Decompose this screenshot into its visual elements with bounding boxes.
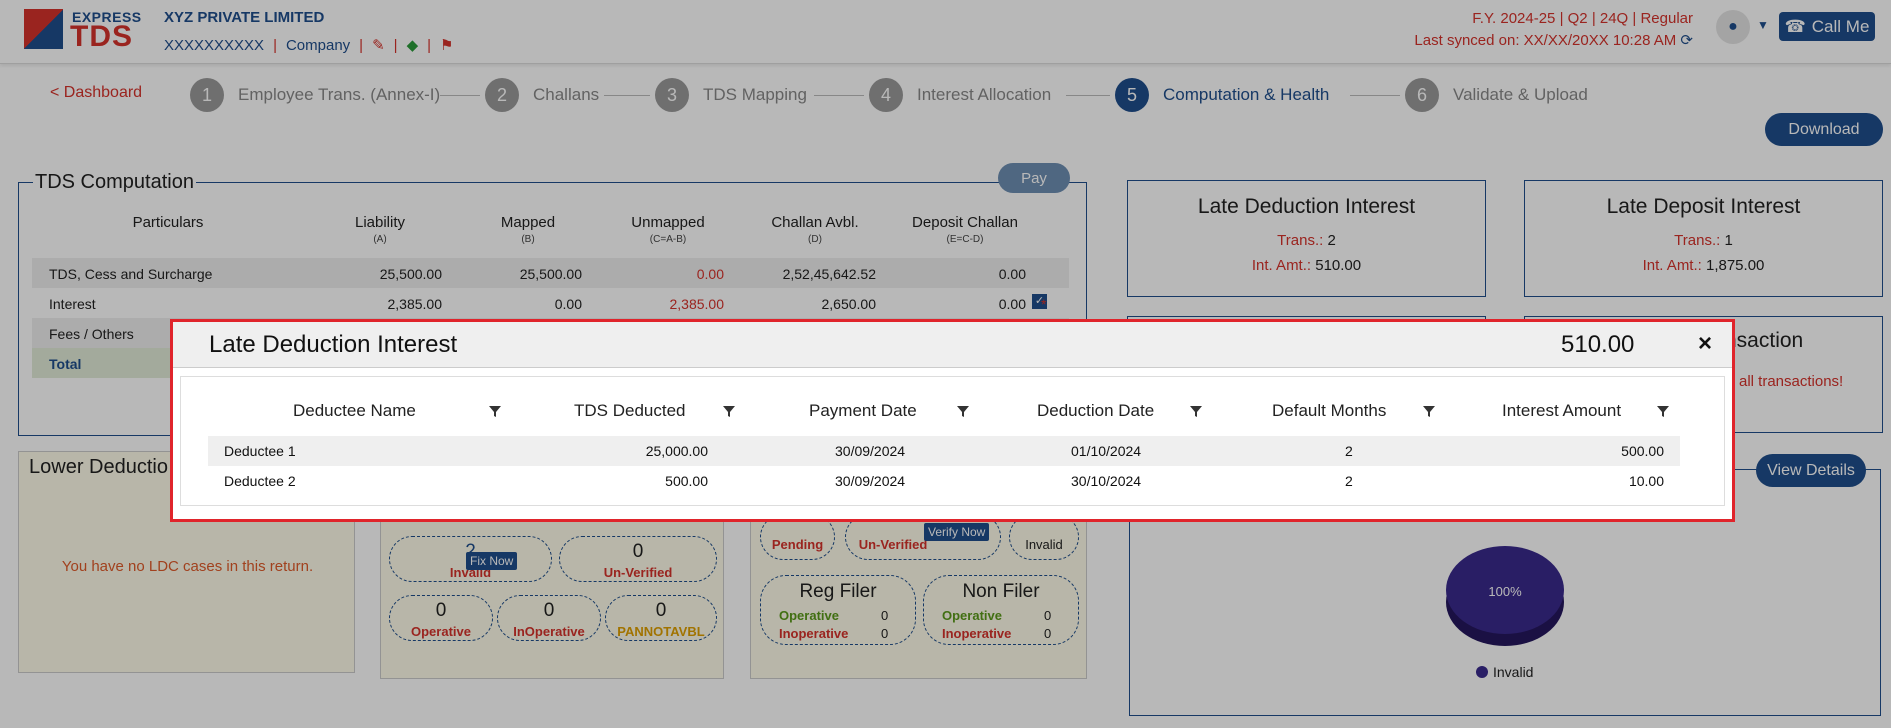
edit-icon[interactable]: ✎ (372, 37, 385, 54)
table-row: TDS, Cess and Surcharge 25,500.00 25,500… (32, 258, 1069, 288)
view-details-button[interactable]: View Details (1756, 454, 1866, 487)
col-deductee-name: Deductee Name (293, 401, 416, 420)
unverified-pan-pill[interactable]: 0 Un-Verified (559, 536, 717, 582)
filter-icon[interactable] (488, 404, 502, 418)
inoperative-pill[interactable]: 0 InOperative (497, 595, 601, 641)
legend-label: Invalid (1493, 664, 1534, 680)
step-tds-mapping[interactable]: 3 TDS Mapping (655, 78, 807, 112)
logo-text-tds: TDS (70, 20, 133, 53)
col-deduction-date: Deduction Date (1037, 401, 1155, 420)
gem-icon[interactable]: ◆ (406, 37, 419, 54)
filer-status-panel: Pending Un-Verified Verify Now Invalid R… (750, 451, 1087, 679)
col-challan-avbl: Challan Avbl. (D) (771, 214, 859, 245)
step-navigation: < Dashboard 1 Employee Trans. (Annex-I) 2… (0, 64, 1891, 124)
late-deduction-card[interactable]: Late Deduction Interest Trans.: 2 Int. A… (1127, 180, 1486, 297)
refresh-icon[interactable]: ⟳ (1680, 32, 1693, 49)
col-deposit-challan: Deposit Challan (E=C-D) (912, 214, 1018, 245)
dashboard-link[interactable]: < Dashboard (50, 84, 143, 101)
pie-slice-invalid (1446, 546, 1564, 634)
user-avatar-icon[interactable]: ● (1716, 10, 1750, 44)
download-button[interactable]: Download (1765, 113, 1883, 146)
phone-icon: ☎ (1784, 16, 1806, 36)
fy-info: F.Y. 2024-25 | Q2 | 24Q | Regular (1472, 10, 1693, 27)
table-row[interactable]: Deductee 1 25,000.00 30/09/2024 01/10/20… (208, 436, 1680, 466)
tan-number: XXXXXXXXXX (164, 36, 265, 54)
operative-pill[interactable]: 0 Operative (389, 595, 493, 641)
modal-header: Late Deduction Interest 510.00 × (173, 322, 1732, 368)
col-unmapped: Unmapped (C=A-B) (631, 214, 705, 245)
step-computation-health[interactable]: 5 Computation & Health (1115, 78, 1329, 112)
top-header: EXPRESS TDS XYZ PRIVATE LIMITED XXXXXXXX… (0, 0, 1891, 64)
pie-data-label: 100% (1488, 584, 1522, 599)
filter-icon[interactable] (722, 404, 736, 418)
col-particulars: Particulars (132, 214, 204, 231)
late-deduction-modal: Late Deduction Interest 510.00 × Deducte… (170, 319, 1735, 522)
step-challans[interactable]: 2 Challans (485, 78, 599, 112)
certificate-icon[interactable]: ⚑ (440, 37, 454, 54)
non-filer-pill[interactable]: Non Filer Operative 0 Inoperative 0 (923, 575, 1079, 645)
tds-computation-title: TDS Computation (35, 171, 194, 193)
filter-icon[interactable] (956, 404, 970, 418)
sync-status: Last synced on: XX/XX/20XX 10:28 AM ⟳ (1414, 32, 1693, 49)
logo-text-express: EXPRESS (72, 9, 142, 25)
step-employee-trans[interactable]: 1 Employee Trans. (Annex-I) (190, 78, 440, 112)
col-mapped: Mapped (B) (500, 214, 556, 245)
pannotavbl-pill[interactable]: 0 PANNOTAVBL (605, 595, 717, 641)
modal-table: Deductee Name TDS Deducted Payment Date … (180, 376, 1725, 506)
company-name: XYZ PRIVATE LIMITED (164, 9, 325, 26)
late-deposit-card[interactable]: Late Deposit Interest Trans.: 1 Int. Amt… (1524, 180, 1883, 297)
col-liability: Liability (A) (354, 214, 406, 245)
company-link[interactable]: Company (285, 36, 351, 54)
filter-icon[interactable] (1656, 404, 1670, 418)
modal-title: Late Deduction Interest (209, 331, 458, 358)
col-tds-deducted: TDS Deducted (574, 401, 686, 420)
table-row[interactable]: Deductee 2 500.00 30/09/2024 30/10/2024 … (224, 473, 1664, 489)
modal-total-amount: 510.00 (1561, 331, 1635, 358)
express-tds-logo-icon (24, 9, 63, 49)
deposit-checkbox[interactable]: ✓ (1032, 294, 1047, 309)
filter-icon[interactable] (1422, 404, 1436, 418)
reg-filer-pill[interactable]: Reg Filer Operative 0 Inoperative 0 (760, 575, 916, 645)
fix-now-button[interactable]: Fix Now (466, 552, 518, 570)
company-info-row: XXXXXXXXXX | Company | ✎ | ◆ | ⚑ (164, 36, 454, 55)
col-interest-amount: Interest Amount (1502, 401, 1622, 420)
step-validate-upload[interactable]: 6 Validate & Upload (1405, 78, 1588, 112)
col-default-months: Default Months (1272, 401, 1387, 420)
col-payment-date: Payment Date (809, 401, 917, 420)
legend-swatch (1476, 666, 1488, 678)
ldc-message: You have no LDC cases in this return. (61, 558, 314, 575)
verify-now-button[interactable]: Verify Now (924, 523, 990, 541)
filter-icon[interactable] (1189, 404, 1203, 418)
table-row: Interest 2,385.00 0.00 2,385.00 2,650.00… (49, 294, 1047, 312)
chevron-down-icon[interactable]: ▼ (1757, 18, 1769, 32)
pie-legend: Invalid (1476, 664, 1533, 680)
lower-deduction-title: Lower Deductio (29, 456, 168, 478)
call-me-button[interactable]: ☎ Call Me (1779, 12, 1875, 41)
pie-chart: 100% (1446, 546, 1564, 646)
step-interest-allocation[interactable]: 4 Interest Allocation (869, 78, 1051, 112)
close-icon[interactable]: × (1698, 330, 1713, 357)
pay-button[interactable]: Pay (998, 163, 1070, 193)
